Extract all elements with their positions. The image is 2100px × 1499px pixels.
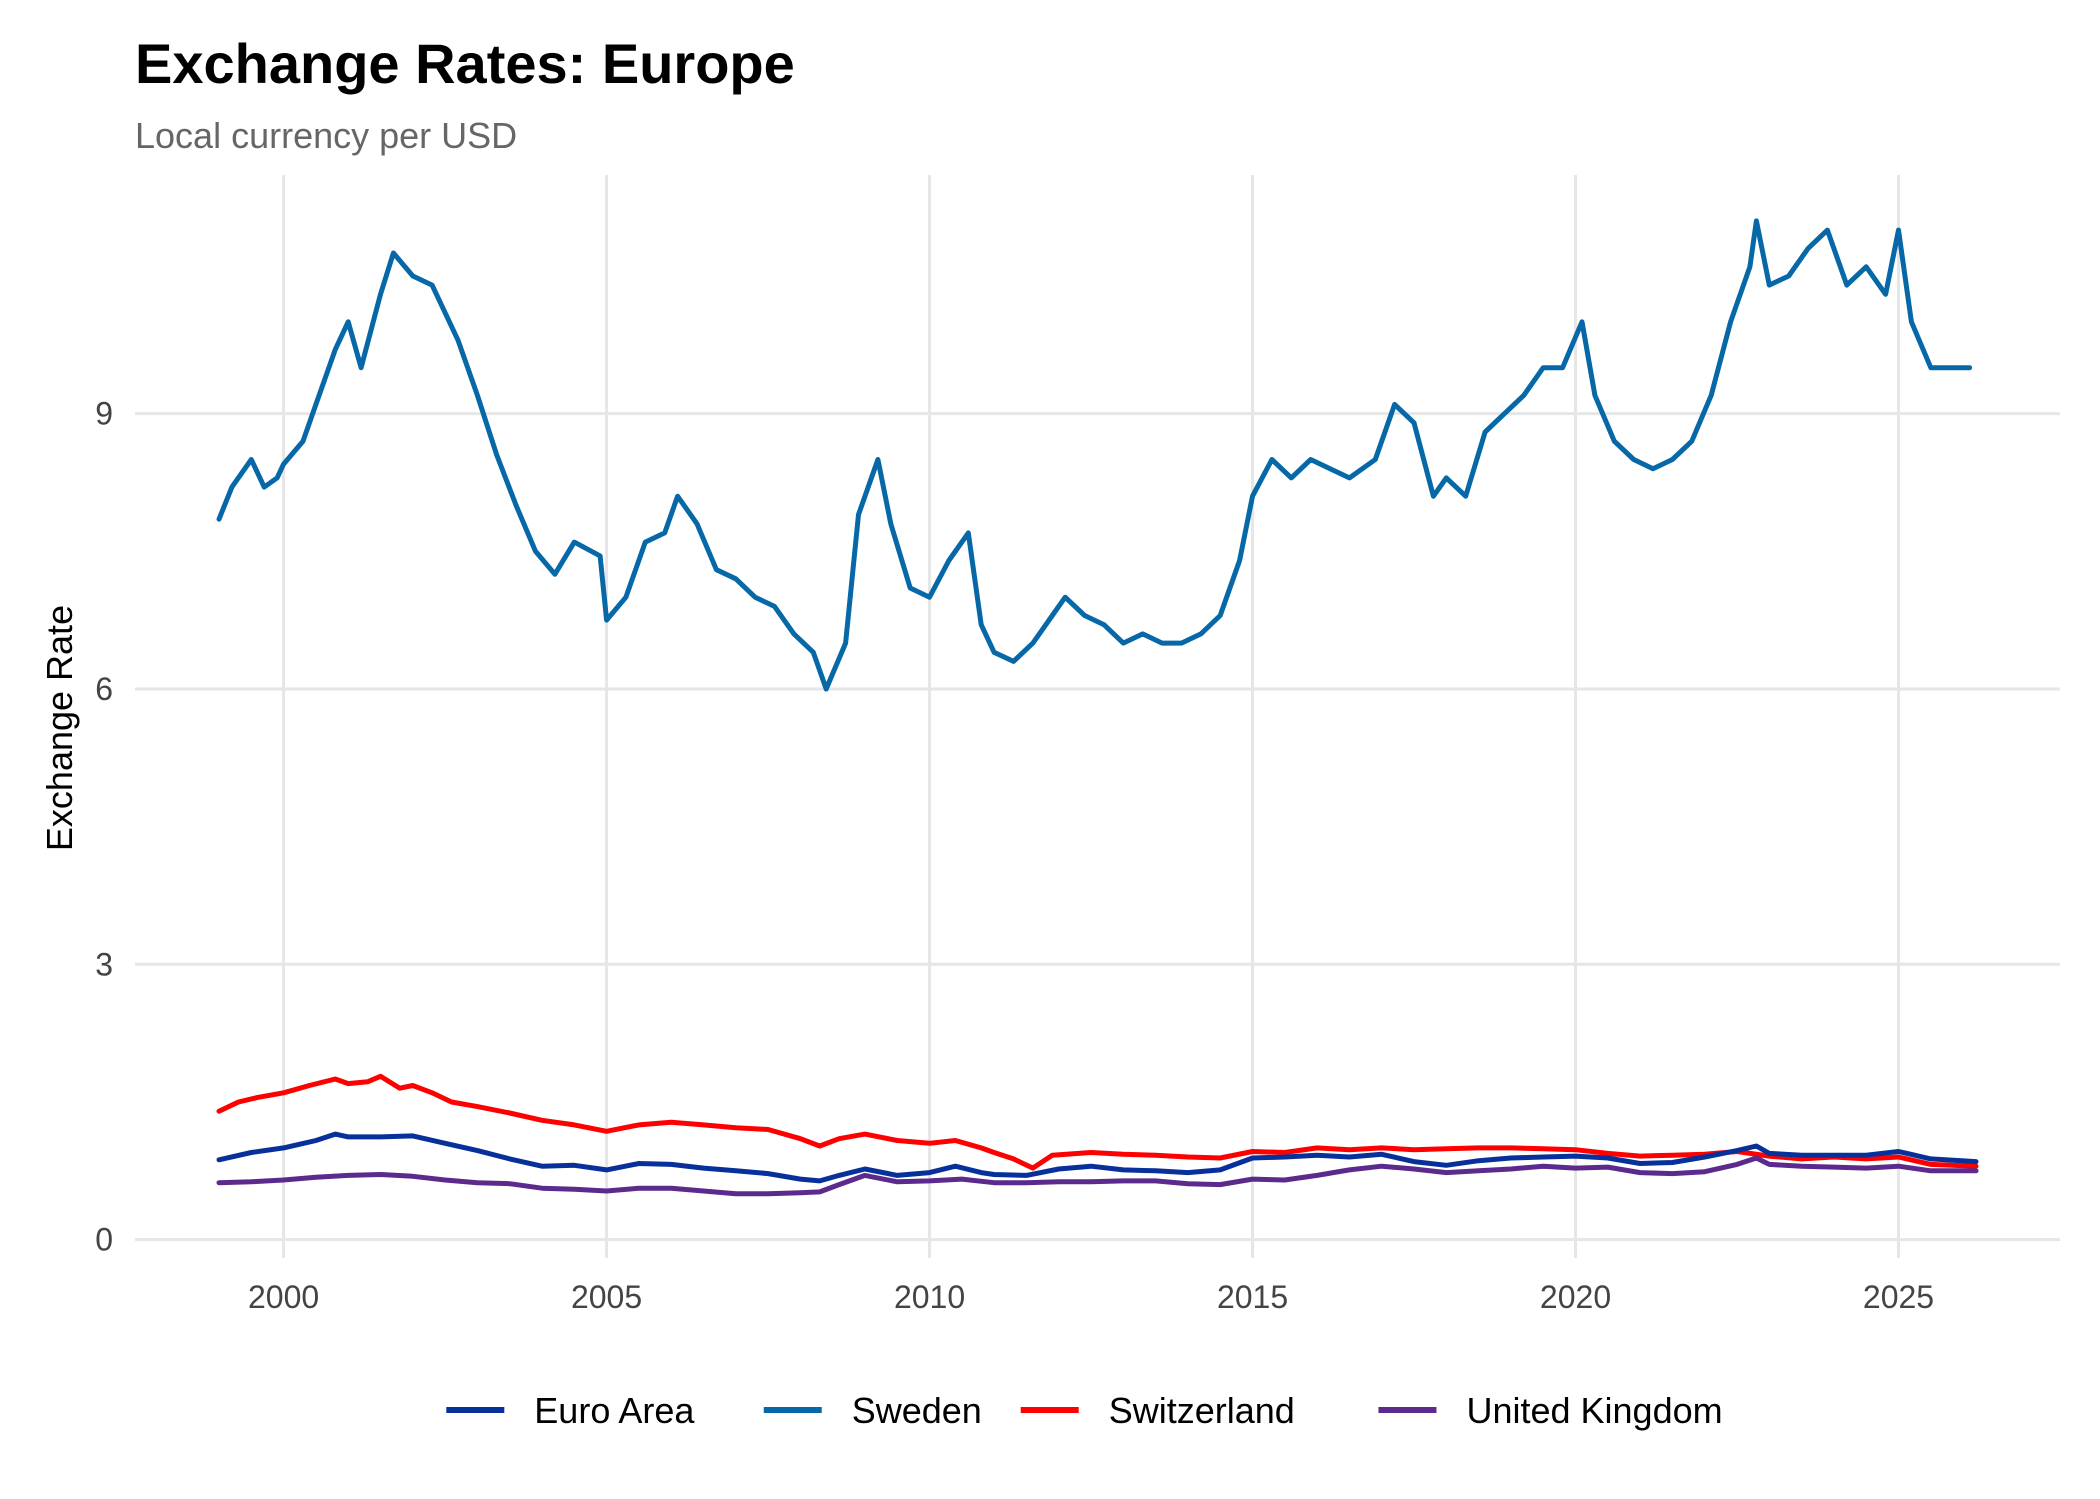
series-lines [216,218,1979,1197]
chart-title: Exchange Rates: Europe [135,32,795,95]
y-tick-label: 0 [95,1222,113,1258]
series-line-sweden [216,218,1973,692]
legend-label-united-kingdom: United Kingdom [1466,1390,1722,1431]
chart-subtitle: Local currency per USD [135,115,517,156]
x-tick-label: 2010 [894,1279,965,1315]
legend-label-euro-area: Euro Area [534,1390,695,1431]
y-tick-label: 9 [95,396,113,432]
gridlines [135,175,2060,1258]
x-tick-label: 2005 [571,1279,642,1315]
series-line-switzerland [216,1073,1979,1171]
y-axis-label: Exchange Rate [39,605,80,851]
y-tick-label: 6 [95,671,113,707]
legend: Euro Area Sweden Switzerland United Kingdom [446,1390,1723,1431]
x-tick-label: 2000 [248,1279,319,1315]
x-tick-label: 2020 [1540,1279,1611,1315]
y-tick-label: 3 [95,946,113,982]
legend-label-switzerland: Switzerland [1109,1390,1295,1431]
x-tick-label: 2025 [1863,1279,1934,1315]
legend-label-sweden: Sweden [852,1390,982,1431]
x-tick-label: 2015 [1217,1279,1288,1315]
series-line-united-kingdom [216,1155,1979,1197]
series-line-euro-area [216,1131,1979,1184]
tick-labels: 0 3 6 9 2000 2005 2010 2015 2020 2025 [95,396,1934,1315]
